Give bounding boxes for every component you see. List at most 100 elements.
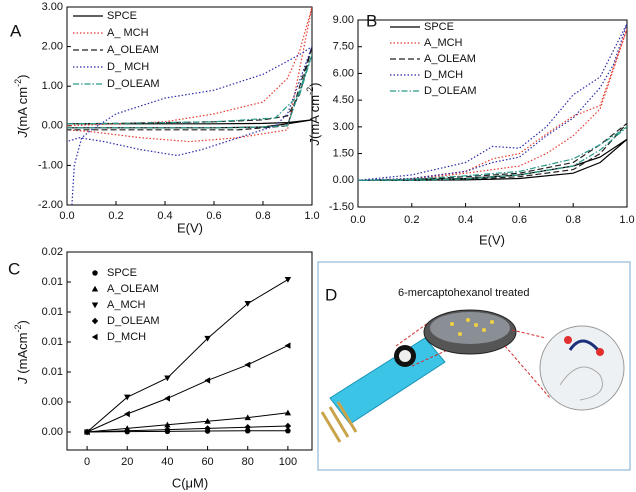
panel-d: D 6-mercaptohexanol treated (317, 261, 631, 471)
marker (244, 424, 251, 431)
electrode-illustration (320, 309, 625, 443)
y-tick-label: 0.00 (42, 396, 63, 408)
legend-label: A_MCH (424, 37, 463, 49)
y-tick-label: 0.00 (333, 174, 354, 186)
marker (245, 428, 251, 434)
cv-curve (358, 23, 627, 181)
caption: 6-mercaptohexanol treated (398, 287, 529, 299)
legend-label: SPCE (107, 10, 137, 22)
y-tick-label: 0.02 (42, 246, 63, 258)
y-axis-label-part: (mA cm (15, 87, 30, 131)
panel-label: A (10, 21, 22, 40)
cv-curve (67, 119, 312, 129)
y-tick-label: -1.50 (329, 201, 354, 213)
marker (244, 361, 251, 368)
marker (204, 377, 211, 384)
x-tick-label: 60 (201, 456, 213, 468)
fit-line (87, 430, 288, 433)
legend-marker (91, 333, 98, 341)
y-axis-label-part: J (307, 138, 322, 146)
y-tick-label: 0.01 (42, 306, 63, 318)
marker (284, 277, 292, 283)
legend-label: SPCE (107, 267, 137, 279)
marker (204, 335, 211, 342)
y-tick-label: 0.01 (42, 366, 63, 378)
y-axis-label-part: J (15, 130, 30, 138)
fit-line (86, 279, 289, 433)
chart-panel: -1.50 0.00 1.50 3.00 4.50 6.00 7.50 9.00 0.0 0.2 0… (305, 11, 634, 247)
legend-label: A_MCH (107, 299, 146, 311)
y-tick-label: 0.00 (42, 120, 63, 132)
fit-line (87, 425, 288, 433)
marker (124, 427, 131, 434)
y-tick-label: 0.01 (42, 336, 63, 348)
y-axis-label-part: (mAcm (15, 333, 30, 378)
chart-panel: 0.00 0.00 0.01 0.01 0.01 0.01 0.02 0 20 40 60 80 100… (8, 246, 313, 490)
y-tick-label: 4.50 (333, 94, 354, 106)
marker (83, 428, 90, 436)
cv-curve (358, 28, 627, 181)
y-axis-label-part: J (15, 377, 30, 385)
plot-frame (66, 6, 313, 206)
legend-label: D_MCH (424, 69, 463, 81)
legend-label: D_OLEAM (424, 85, 477, 97)
x-tick-label: 80 (242, 456, 254, 468)
x-tick-label: 40 (161, 456, 173, 468)
y-axis-label-part: ) (15, 320, 30, 324)
legend-label: A_ MCH (107, 27, 149, 39)
cv-curve (358, 126, 627, 181)
y-axis-label-part: (mA cm (307, 95, 322, 139)
x-tick-label: 1.0 (619, 214, 634, 226)
legend-marker (91, 317, 99, 325)
x-tick-label: 100 (279, 456, 297, 468)
legend-label: D_ MCH (107, 61, 149, 73)
panel-label: C (8, 259, 20, 278)
legend-label: A_OLEAM (107, 283, 159, 295)
y-axis-label-part: -2 (305, 87, 315, 95)
y-axis-label: J(mA cm-2) (305, 83, 322, 147)
y-axis-label-part: ) (307, 83, 322, 87)
y-tick-label: 6.00 (333, 67, 354, 79)
marker (164, 421, 171, 428)
x-axis-label: E(V) (177, 220, 203, 235)
marker (164, 395, 170, 402)
y-axis-label: J(mA cm-2) (13, 75, 30, 139)
x-tick-label: 0.2 (404, 214, 419, 226)
fit-line (86, 345, 289, 433)
marker (124, 394, 131, 401)
x-tick-label: 20 (121, 456, 133, 468)
x-axis-label: C(μM) (172, 475, 208, 490)
legend-label: D_OLEAM (107, 315, 160, 327)
marker (164, 426, 171, 433)
y-axis-label-part: ) (15, 75, 30, 79)
legend-marker (92, 270, 98, 276)
y-tick-label: 1.50 (333, 147, 354, 159)
legend-label: A_OLEAM (424, 53, 476, 65)
y-tick-label: 7.50 (333, 41, 354, 53)
legend-marker (91, 302, 99, 309)
marker (244, 414, 251, 421)
cv-curve (67, 7, 312, 143)
marker (285, 428, 291, 434)
y-tick-label: 1.00 (42, 80, 63, 92)
plot-frame (66, 251, 313, 451)
x-tick-label: 0.0 (350, 214, 365, 226)
marker (204, 425, 211, 432)
legend-label: D_OLEAM (107, 78, 160, 90)
marker (244, 301, 251, 307)
cv-curve (67, 54, 312, 129)
x-tick-label: 0.2 (108, 210, 123, 222)
marker (284, 342, 291, 349)
x-tick-label: 1.0 (304, 210, 319, 222)
legend-label: SPCE (424, 21, 454, 33)
cv-curve (67, 45, 312, 205)
x-tick-label: 0.4 (157, 210, 172, 222)
plot-area (86, 279, 289, 433)
x-tick-label: 0.8 (566, 214, 581, 226)
y-tick-label: 9.00 (333, 14, 354, 26)
y-axis-label-part: -2 (13, 325, 23, 333)
y-tick-label: -2.00 (38, 199, 63, 211)
chart-panel: -2.00 -1.00 0.00 1.00 2.00 3.00 0.0 0.2 0.4 0.6 0.… (10, 1, 320, 236)
cv-curve (358, 122, 627, 181)
